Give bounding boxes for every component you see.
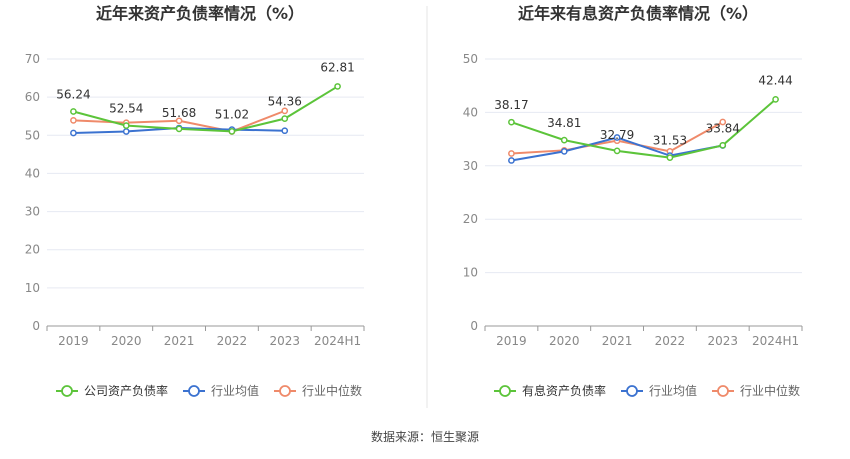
data-label: 62.81: [320, 60, 354, 74]
data-point: [719, 118, 727, 126]
data-label: 32.79: [600, 128, 634, 142]
data-label: 42.44: [758, 73, 792, 87]
data-point: [122, 128, 130, 135]
legend-label: 行业均值: [211, 383, 259, 398]
data-label: 33.84: [706, 121, 740, 135]
x-tick-label: 2021: [602, 334, 633, 348]
data-point: [175, 117, 183, 125]
data-label: 54.36: [268, 95, 302, 109]
chart-title: 近年来资产负债率情况（%）: [96, 4, 304, 23]
x-tick-label: 2023: [707, 334, 738, 348]
data-label: 38.17: [494, 98, 528, 112]
y-tick-label: 20: [25, 243, 40, 257]
data-point: [666, 154, 674, 161]
y-tick-label: 10: [463, 266, 478, 280]
data-point: [719, 141, 727, 149]
source-note: 数据来源：恒生聚源: [370, 430, 479, 444]
y-tick-label: 40: [25, 166, 40, 180]
chart-2: 近年来有息资产负债率情况（%） 0 10 20 30 40 50 2019 2020 2021 20…: [463, 4, 803, 398]
data-point: [772, 96, 779, 103]
y-tick-label: 0: [470, 319, 478, 333]
x-tick-label: 2023: [269, 334, 300, 348]
data-label: 51.68: [162, 106, 196, 120]
legend-marker: [717, 385, 729, 397]
chart-title: 近年来有息资产负债率情况（%）: [518, 4, 758, 23]
legend-marker: [61, 385, 73, 397]
legend-label: 有息资产负债率: [522, 383, 606, 398]
data-point: [175, 125, 183, 133]
legend-marker: [626, 385, 638, 397]
y-tick-label: 30: [463, 159, 478, 173]
data-point: [560, 136, 568, 144]
x-tick-label: 2022: [217, 334, 248, 348]
y-tick-label: 10: [25, 281, 40, 295]
data-point: [70, 129, 77, 137]
legend-marker: [279, 385, 291, 397]
data-point: [508, 157, 515, 164]
data-label: 56.24: [56, 87, 90, 101]
legend-item: 行业均值: [621, 383, 697, 398]
legend-item: 行业中位数: [274, 383, 362, 398]
data-label: 34.81: [547, 116, 581, 130]
legend-item: 行业均值: [183, 383, 259, 398]
y-tick-label: 50: [25, 128, 40, 142]
chart-1: 近年来资产负债率情况（%） 0 10 20 30 40 50 60 70 2019 2020 2021…: [25, 4, 365, 398]
x-tick-label: 2019: [58, 334, 89, 348]
y-tick-label: 50: [463, 52, 478, 66]
legend-marker: [188, 385, 200, 397]
data-label: 52.54: [109, 102, 143, 116]
x-tick-label: 2022: [655, 334, 686, 348]
data-point: [281, 107, 289, 115]
data-point: [122, 122, 130, 129]
y-tick-label: 20: [463, 212, 478, 226]
data-point: [281, 127, 289, 135]
data-point: [613, 134, 621, 141]
series-line: [73, 85, 339, 133]
data-point: [281, 115, 289, 123]
data-point: [613, 147, 621, 155]
data-label: 31.53: [653, 134, 687, 148]
x-tick-label: 2024H1: [314, 334, 361, 348]
legend-label: 公司资产负债率: [84, 383, 168, 398]
series-line: [511, 98, 777, 159]
data-point: [70, 117, 77, 124]
legend-label: 行业中位数: [302, 383, 362, 398]
legend-label: 行业中位数: [740, 383, 800, 398]
data-point: [334, 83, 341, 90]
x-tick-label: 2024H1: [752, 334, 799, 348]
data-label: 51.02: [215, 107, 249, 121]
y-tick-label: 30: [25, 205, 40, 219]
legend-marker: [499, 385, 511, 397]
data-point: [70, 108, 77, 115]
legend-item: 公司资产负债率: [56, 383, 168, 398]
data-point: [228, 128, 236, 135]
data-point: [560, 148, 568, 155]
x-tick-label: 2020: [549, 334, 580, 348]
legend-item: 行业中位数: [712, 383, 800, 398]
y-tick-label: 40: [463, 105, 478, 119]
x-tick-label: 2021: [164, 334, 195, 348]
y-tick-label: 0: [32, 319, 40, 333]
data-point: [508, 118, 515, 126]
legend-label: 行业均值: [649, 383, 697, 398]
legend-item: 有息资产负债率: [494, 383, 606, 398]
x-tick-label: 2020: [111, 334, 142, 348]
x-tick-label: 2019: [496, 334, 527, 348]
y-tick-label: 70: [25, 52, 40, 66]
y-tick-label: 60: [25, 90, 40, 104]
data-point: [508, 150, 515, 157]
